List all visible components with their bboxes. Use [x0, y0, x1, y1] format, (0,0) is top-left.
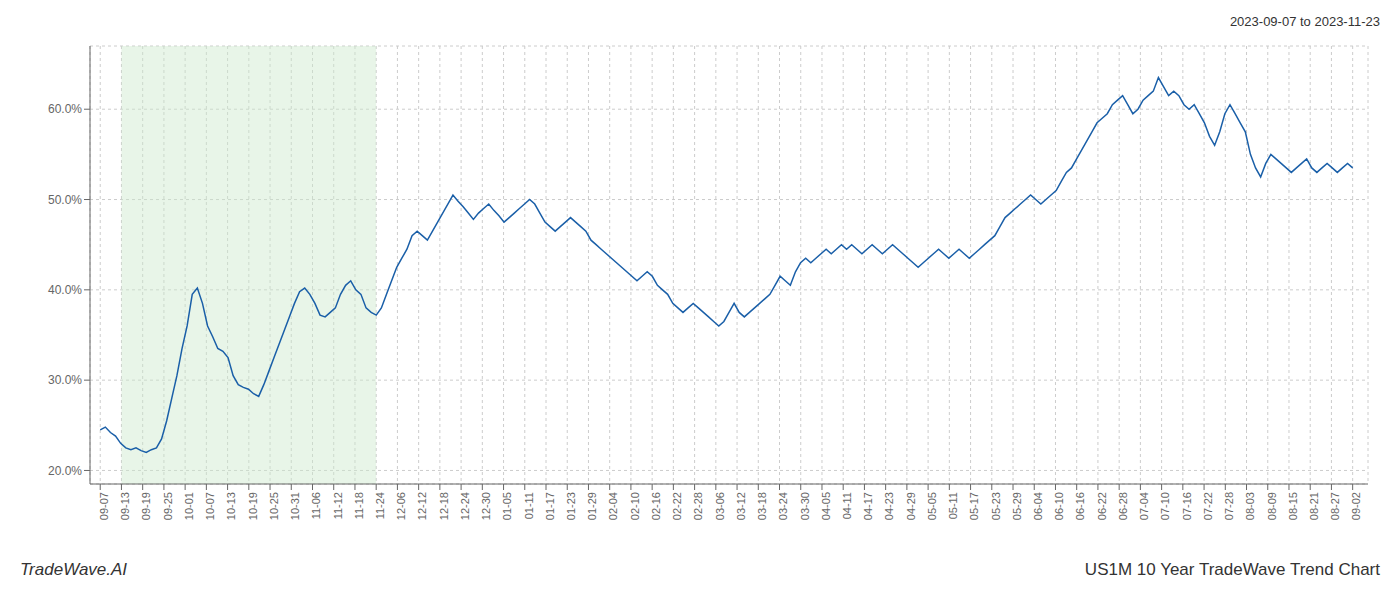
html-text:2023-09-07 to 2023-11-23: 2023-09-07 to 2023-11-23 — [1229, 14, 1380, 29]
svg-text:40.0%: 40.0% — [48, 283, 82, 297]
svg-text:07-28: 07-28 — [1223, 492, 1235, 520]
svg-text:09-13: 09-13 — [119, 492, 131, 520]
svg-text:11-18: 11-18 — [353, 492, 365, 519]
svg-text:12-18: 12-18 — [438, 492, 450, 520]
svg-text:12-24: 12-24 — [459, 492, 471, 520]
svg-text:06-28: 06-28 — [1117, 492, 1129, 520]
svg-text:10-31: 10-31 — [289, 492, 301, 520]
svg-text:10-01: 10-01 — [183, 492, 195, 520]
svg-text:07-22: 07-22 — [1202, 492, 1214, 520]
svg-text:02-22: 02-22 — [671, 492, 683, 520]
svg-text:09-25: 09-25 — [162, 492, 174, 520]
svg-text:06-10: 06-10 — [1053, 492, 1065, 520]
svg-text:07-10: 07-10 — [1159, 492, 1171, 520]
svg-text:01-05: 01-05 — [501, 492, 513, 520]
svg-text:11-24: 11-24 — [374, 492, 386, 519]
html-text:TradeWave.AI: TradeWave.AI — [20, 560, 128, 579]
svg-text:03-30: 03-30 — [799, 492, 811, 520]
svg-text:06-04: 06-04 — [1032, 492, 1044, 520]
svg-text:03-18: 03-18 — [756, 492, 768, 520]
svg-text:05-05: 05-05 — [926, 492, 938, 520]
svg-text:04-11: 04-11 — [841, 492, 853, 519]
svg-text:02-10: 02-10 — [629, 492, 641, 520]
svg-text:12-06: 12-06 — [395, 492, 407, 520]
svg-text:08-09: 08-09 — [1266, 492, 1278, 520]
svg-text:03-06: 03-06 — [714, 492, 726, 520]
svg-text:11-12: 11-12 — [332, 492, 344, 519]
svg-text:03-12: 03-12 — [735, 492, 747, 520]
svg-text:08-03: 08-03 — [1244, 492, 1256, 520]
svg-text:09-19: 09-19 — [140, 492, 152, 520]
svg-text:07-16: 07-16 — [1181, 492, 1193, 520]
svg-text:10-25: 10-25 — [268, 492, 280, 520]
svg-text:05-11: 05-11 — [947, 492, 959, 519]
svg-text:05-29: 05-29 — [1011, 492, 1023, 520]
svg-text:01-23: 01-23 — [565, 492, 577, 520]
svg-text:11-06: 11-06 — [310, 492, 322, 519]
svg-text:04-05: 04-05 — [820, 492, 832, 520]
html-text:US1M 10 Year TradeWave Trend C: US1M 10 Year TradeWave Trend Chart — [1084, 560, 1380, 579]
svg-text:05-17: 05-17 — [968, 492, 980, 520]
svg-text:05-23: 05-23 — [990, 492, 1002, 520]
svg-text:10-07: 10-07 — [204, 492, 216, 520]
svg-text:60.0%: 60.0% — [48, 102, 82, 116]
svg-text:20.0%: 20.0% — [48, 464, 82, 478]
svg-text:10-13: 10-13 — [225, 492, 237, 520]
svg-text:02-04: 02-04 — [608, 492, 620, 520]
svg-text:02-28: 02-28 — [692, 492, 704, 520]
svg-text:04-29: 04-29 — [905, 492, 917, 520]
svg-text:02-16: 02-16 — [650, 492, 662, 520]
svg-text:06-22: 06-22 — [1096, 492, 1108, 520]
svg-text:50.0%: 50.0% — [48, 193, 82, 207]
svg-text:09-02: 09-02 — [1350, 492, 1362, 520]
svg-text:07-04: 07-04 — [1138, 492, 1150, 520]
svg-text:08-15: 08-15 — [1287, 492, 1299, 520]
svg-text:06-16: 06-16 — [1075, 492, 1087, 520]
svg-text:04-17: 04-17 — [862, 492, 874, 520]
svg-text:10-19: 10-19 — [247, 492, 259, 520]
svg-text:08-27: 08-27 — [1329, 492, 1341, 520]
svg-text:01-11: 01-11 — [523, 492, 535, 519]
svg-text:03-24: 03-24 — [777, 492, 789, 520]
svg-text:30.0%: 30.0% — [48, 373, 82, 387]
svg-text:08-21: 08-21 — [1308, 492, 1320, 520]
svg-text:01-17: 01-17 — [544, 492, 556, 520]
svg-text:12-12: 12-12 — [416, 492, 428, 520]
svg-text:12-30: 12-30 — [480, 492, 492, 520]
svg-text:01-29: 01-29 — [586, 492, 598, 520]
svg-text:04-23: 04-23 — [883, 492, 895, 520]
svg-text:09-07: 09-07 — [98, 492, 110, 520]
